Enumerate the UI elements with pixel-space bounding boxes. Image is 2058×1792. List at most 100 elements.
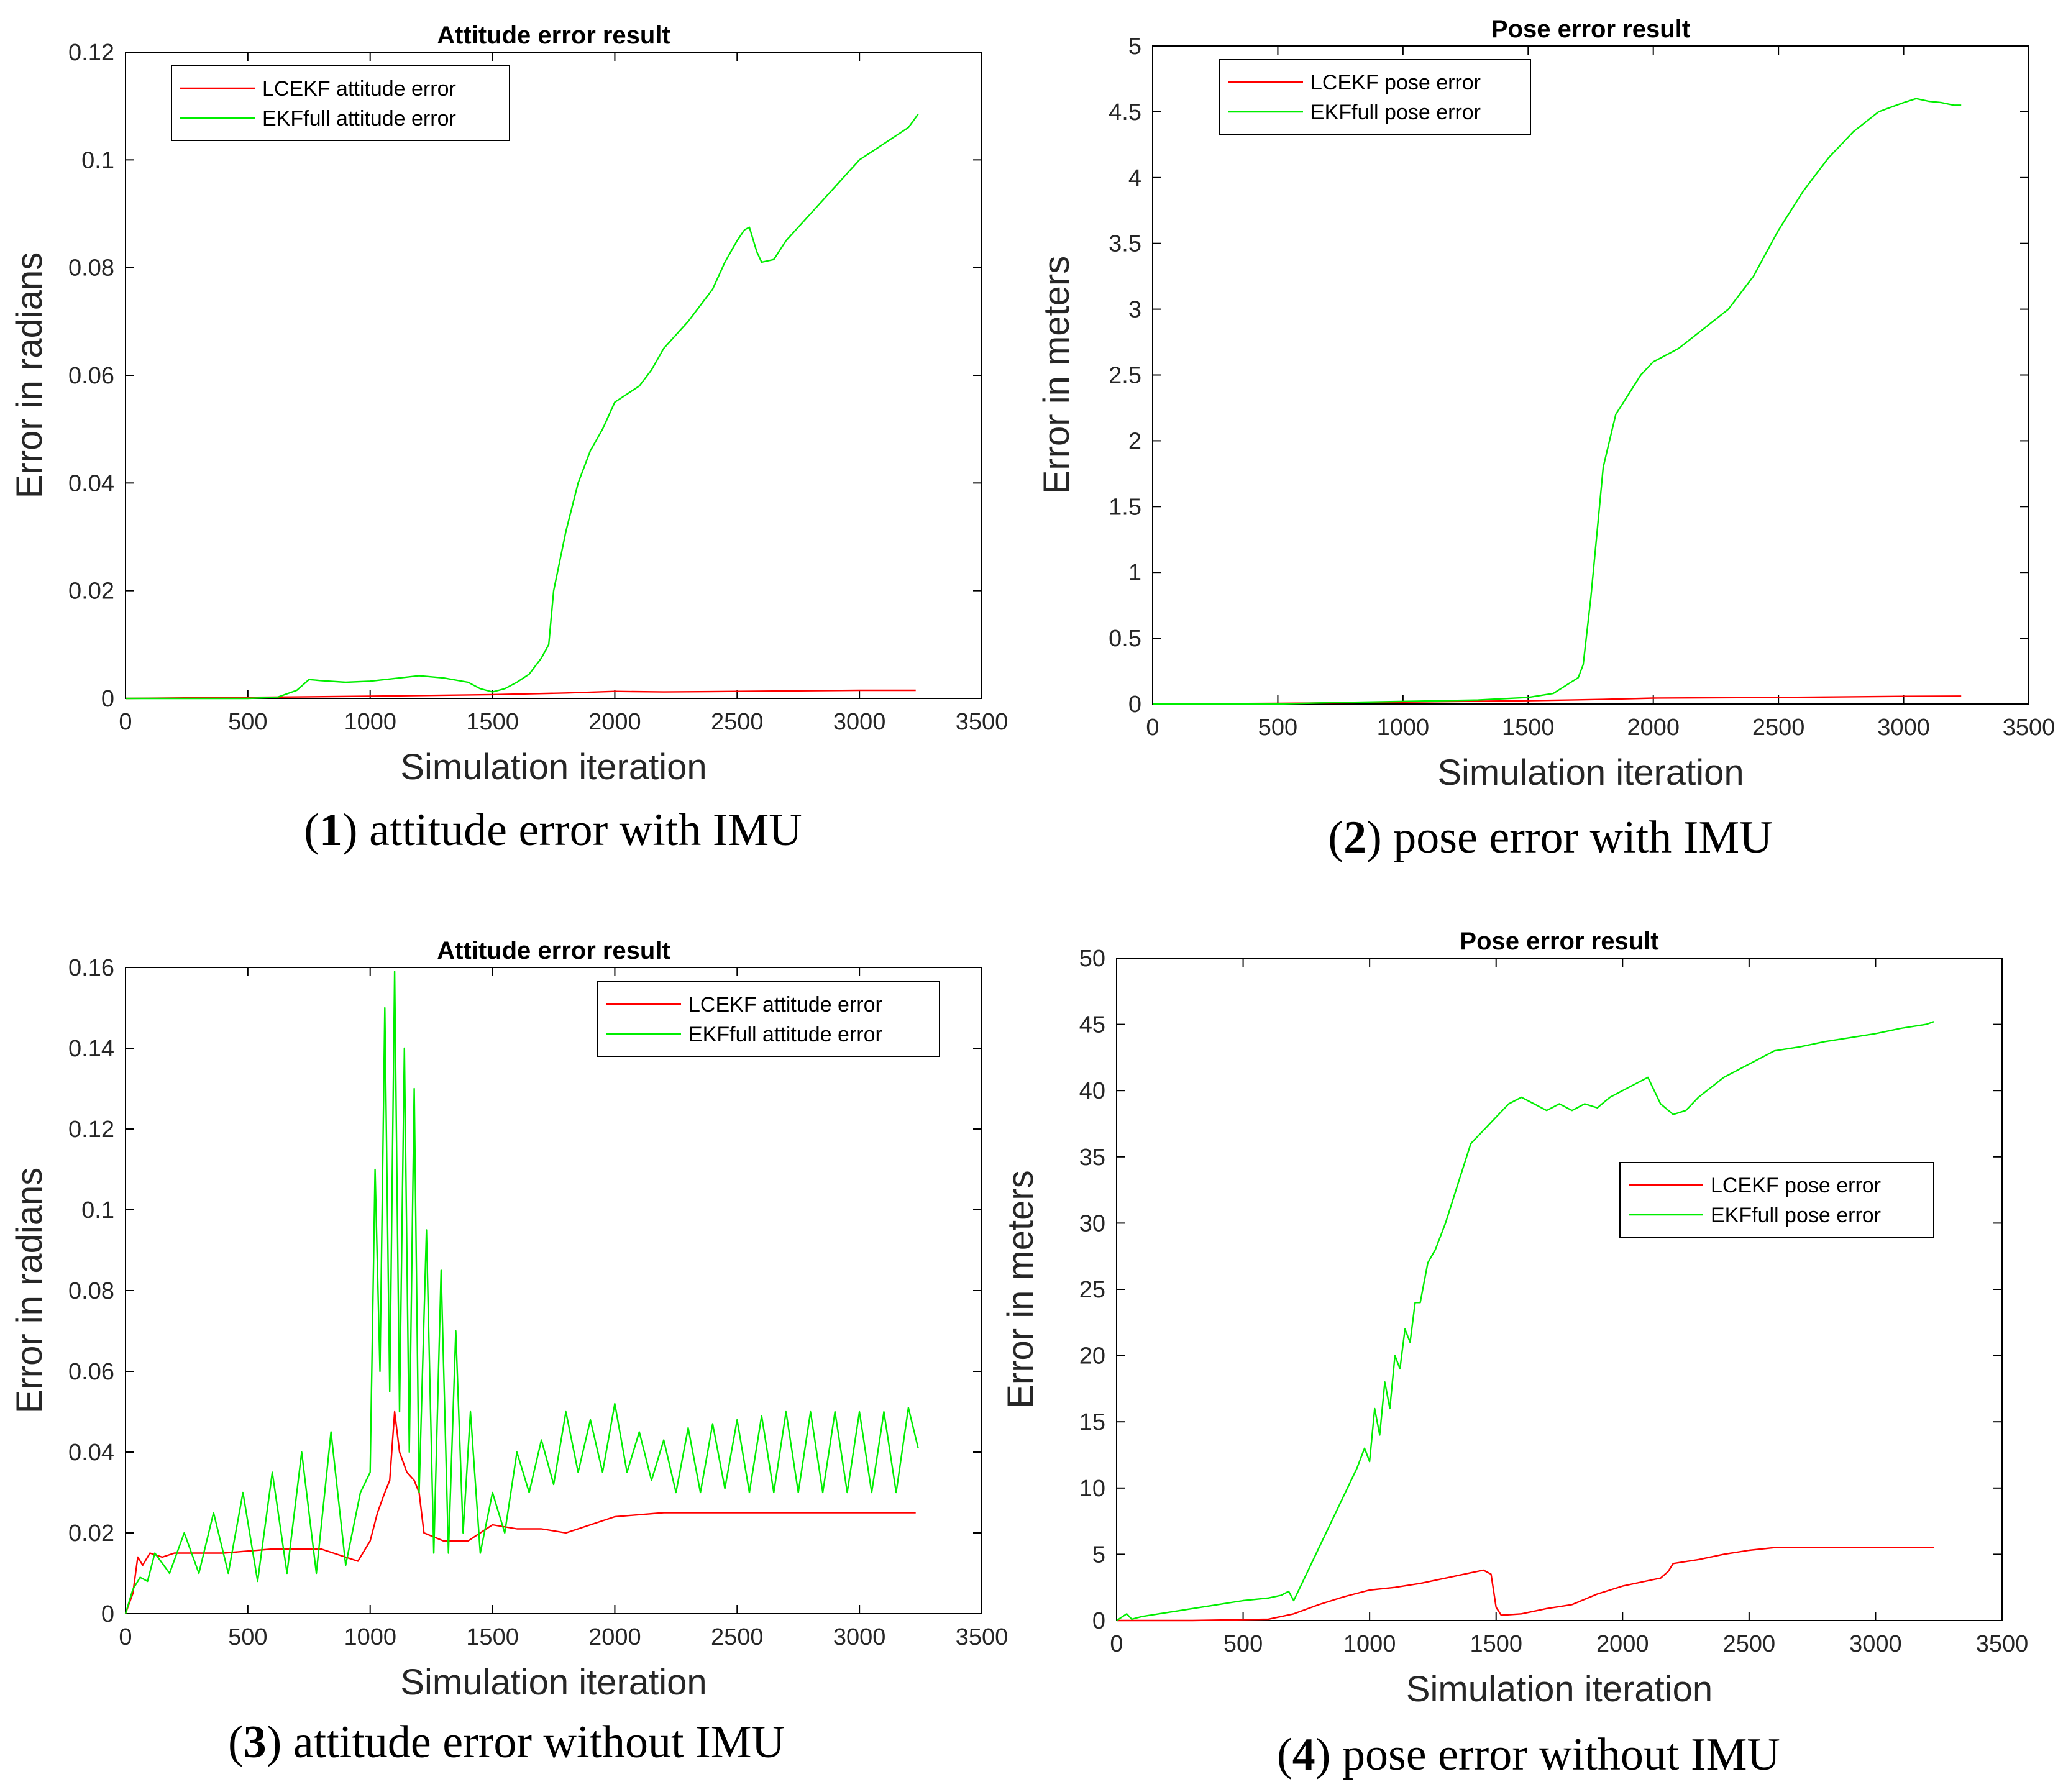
- series-group: [1116, 1021, 1934, 1622]
- x-axis-label: Simulation iteration: [400, 1662, 707, 1703]
- axis-ticks: 0 500 1000 1500 2000 2500 3000 3500 0 0.02 0.04 0.0…: [68, 40, 1008, 735]
- x-tick-label: 2000: [1627, 715, 1680, 741]
- legend-box: [1619, 1162, 1934, 1238]
- x-axis-label: Simulation iteration: [400, 747, 707, 787]
- caption-paren: (: [1328, 812, 1343, 863]
- x-tick-label: 1500: [466, 709, 519, 735]
- x-tick-label: 3500: [956, 709, 1008, 735]
- y-tick-label: 10: [1079, 1476, 1105, 1502]
- series-group: [1152, 98, 1962, 705]
- legend-label: LCEKF pose error: [1310, 71, 1481, 94]
- x-tick-label: 500: [1223, 1631, 1263, 1657]
- y-tick-label: 1: [1128, 560, 1141, 586]
- series-group: [125, 113, 919, 700]
- y-tick-label: 45: [1079, 1012, 1105, 1038]
- caption-paren: ): [1366, 812, 1393, 863]
- legend-label: EKFfull attitude error: [262, 107, 456, 130]
- legend-box: [597, 981, 940, 1057]
- caption: (4) pose error without IMU: [1277, 1729, 1780, 1780]
- panel-pose-with-imu: Pose error result Simulation iteration E…: [1036, 16, 2055, 863]
- caption-number: 2: [1343, 812, 1366, 863]
- caption-text: attitude error without IMU: [293, 1717, 785, 1768]
- series-group: [124, 971, 919, 1614]
- y-tick-label: 0.08: [68, 255, 114, 281]
- series-line-lcekf: [1117, 1547, 1934, 1622]
- y-tick-label: 0.16: [68, 955, 114, 981]
- y-tick-label: 0.1: [81, 147, 114, 173]
- x-tick-label: 2500: [1752, 715, 1805, 741]
- caption-number: 3: [244, 1717, 267, 1768]
- caption: (1) attitude error with IMU: [304, 805, 802, 856]
- y-tick-label: 5: [1128, 34, 1141, 60]
- legend-label: EKFfull pose error: [1711, 1204, 1881, 1227]
- y-tick-label: 0.14: [68, 1036, 114, 1062]
- caption-text: pose error with IMU: [1393, 812, 1772, 863]
- x-axis-label: Simulation iteration: [1437, 752, 1744, 793]
- series-line-ekffull: [1153, 98, 1962, 705]
- x-tick-label: 2500: [711, 709, 764, 735]
- y-tick-label: 0.04: [68, 470, 114, 496]
- y-axis-label: Error in meters: [1036, 256, 1077, 495]
- legend-label: EKFfull attitude error: [688, 1023, 882, 1046]
- y-tick-label: 3: [1128, 297, 1141, 323]
- axis-ticks: 0 500 1000 1500 2000 2500 3000 3500 0 0.5 1 1.5 2 2.5…: [1109, 34, 2055, 741]
- x-tick-label: 0: [119, 709, 132, 735]
- y-tick-label: 25: [1079, 1277, 1105, 1303]
- series-line-lcekf: [125, 689, 916, 700]
- x-tick-label: 2000: [1596, 1631, 1649, 1657]
- legend: LCEKF attitude error EKFfull attitude err…: [171, 65, 510, 141]
- x-tick-label: 2500: [711, 1624, 764, 1650]
- x-tick-label: 1000: [1377, 715, 1430, 741]
- axis-ticks: 0 500 1000 1500 2000 2500 3000 3500 0 0.02 0.04 0.0…: [68, 955, 1008, 1650]
- plot-area: [1116, 958, 2003, 1621]
- y-tick-label: 0.06: [68, 1359, 114, 1385]
- x-tick-label: 3000: [833, 1624, 886, 1650]
- y-tick-label: 20: [1079, 1343, 1105, 1369]
- axis-ticks: 0 500 1000 1500 2000 2500 3000 3500 0 5 10 15 20 25 30…: [1079, 946, 2029, 1657]
- x-tick-label: 3000: [1849, 1631, 1902, 1657]
- y-tick-label: 0.5: [1109, 626, 1141, 652]
- y-tick-label: 0.02: [68, 1520, 114, 1547]
- x-tick-label: 3000: [1877, 715, 1930, 741]
- plot-title: Attitude error result: [437, 937, 670, 964]
- x-tick-label: 500: [1258, 715, 1297, 741]
- x-tick-label: 0: [1110, 1631, 1123, 1657]
- plot-title: Pose error result: [1460, 928, 1658, 955]
- legend: LCEKF attitude error EKFfull attitude err…: [597, 981, 940, 1057]
- caption: (3) attitude error without IMU: [228, 1717, 785, 1768]
- x-tick-label: 500: [228, 709, 267, 735]
- caption-number: 1: [319, 805, 342, 856]
- x-tick-label: 2000: [588, 1624, 641, 1650]
- x-tick-label: 1500: [1502, 715, 1555, 741]
- legend: LCEKF pose error EKFfull pose error: [1219, 59, 1531, 135]
- plot-area: [125, 52, 982, 699]
- y-tick-label: 50: [1079, 946, 1105, 972]
- y-tick-label: 4: [1128, 165, 1141, 191]
- y-tick-label: 0.04: [68, 1440, 114, 1466]
- y-tick-label: 0.08: [68, 1278, 114, 1304]
- panel-attitude-with-imu: Attitude error result Simulation iterati…: [9, 22, 1008, 856]
- x-tick-label: 1000: [344, 709, 396, 735]
- y-tick-label: 0: [1092, 1608, 1105, 1634]
- x-tick-label: 2500: [1723, 1631, 1776, 1657]
- panel-pose-without-imu: Pose error result Simulation iteration E…: [1000, 928, 2028, 1780]
- x-tick-label: 0: [1146, 715, 1159, 741]
- legend-box: [171, 65, 510, 141]
- caption-number: 4: [1292, 1729, 1315, 1780]
- series-line-ekffull: [124, 971, 919, 1614]
- caption-paren: (: [1277, 1729, 1292, 1780]
- x-tick-label: 500: [228, 1624, 267, 1650]
- plot-area: [125, 967, 982, 1614]
- y-tick-label: 15: [1079, 1409, 1105, 1435]
- x-tick-label: 1000: [344, 1624, 396, 1650]
- y-tick-label: 2: [1128, 428, 1141, 454]
- x-tick-label: 3000: [833, 709, 886, 735]
- caption-paren: (: [228, 1717, 244, 1768]
- legend-label: LCEKF pose error: [1711, 1174, 1881, 1197]
- x-tick-label: 2000: [588, 709, 641, 735]
- legend-label: LCEKF attitude error: [688, 993, 882, 1017]
- series-line-lcekf: [124, 1410, 916, 1614]
- x-tick-label: 3500: [2003, 715, 2056, 741]
- y-tick-label: 2.5: [1109, 363, 1141, 389]
